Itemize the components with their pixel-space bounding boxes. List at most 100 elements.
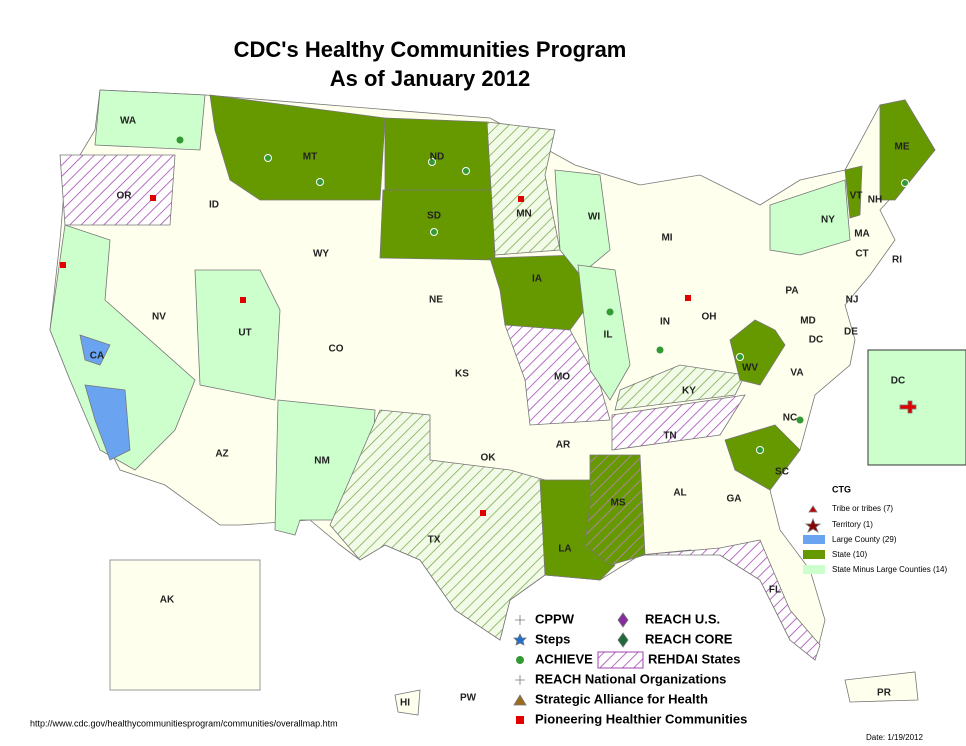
state-fl bbox=[639, 539, 821, 661]
ctg-item: State Minus Large Counties (14) bbox=[832, 565, 948, 574]
marker bbox=[656, 346, 664, 354]
state-label: WY bbox=[313, 249, 329, 260]
state-labels: WA OR CA NV ID MT WY UT AZ CO NM ND SD N… bbox=[90, 116, 910, 709]
state-label: VT bbox=[850, 191, 863, 202]
state-label: MO bbox=[554, 372, 570, 383]
marker bbox=[736, 353, 744, 361]
state-label: MS bbox=[611, 498, 626, 509]
legend-item: Steps bbox=[535, 631, 570, 646]
state-label: RI bbox=[892, 255, 902, 266]
state-me bbox=[879, 99, 936, 201]
state-label: ME bbox=[895, 142, 910, 153]
legend-item: REHDAI States bbox=[648, 651, 740, 666]
marker bbox=[606, 308, 614, 316]
marker bbox=[430, 228, 438, 236]
state-label: GA bbox=[727, 494, 742, 505]
legend-item: CPPW bbox=[535, 611, 575, 626]
state-label: AL bbox=[673, 488, 686, 499]
marker bbox=[756, 446, 764, 454]
state-label: SC bbox=[775, 467, 789, 478]
state-tn bbox=[611, 394, 746, 451]
marker bbox=[462, 167, 470, 175]
state-label: LA bbox=[558, 544, 571, 555]
state-label: NE bbox=[429, 295, 443, 306]
state-label: WI bbox=[588, 212, 600, 223]
state-wv bbox=[729, 319, 786, 386]
state-label: DE bbox=[844, 327, 858, 338]
state-label: IN bbox=[660, 317, 670, 328]
marker bbox=[60, 262, 66, 268]
state-label: UT bbox=[238, 328, 251, 339]
state-or bbox=[59, 154, 176, 226]
state-label: KS bbox=[455, 369, 469, 380]
state-label: OR bbox=[117, 191, 133, 202]
state-label: SD bbox=[427, 211, 441, 222]
date: Date: 1/19/2012 bbox=[866, 733, 923, 742]
marker bbox=[480, 510, 486, 516]
hi-shape bbox=[394, 689, 421, 716]
state-label: ID bbox=[209, 200, 219, 211]
state-label: TX bbox=[428, 535, 441, 546]
state-mn bbox=[486, 121, 561, 256]
ctg-item: State (10) bbox=[832, 550, 867, 559]
state-label: CA bbox=[90, 351, 104, 362]
markers bbox=[60, 136, 917, 516]
marker bbox=[240, 297, 246, 303]
state-label: MD bbox=[800, 316, 816, 327]
state-label: PA bbox=[785, 286, 798, 297]
state-label: AZ bbox=[215, 449, 228, 460]
program-legend: CPPW Steps ACHIEVE REACH National Organi… bbox=[513, 611, 747, 726]
state-ky bbox=[614, 364, 746, 411]
state-label: NV bbox=[152, 312, 166, 323]
source-url: http://www.cdc.gov/healthycommunitiespro… bbox=[30, 718, 338, 728]
inset-label: PW bbox=[460, 693, 477, 704]
marker bbox=[803, 565, 825, 574]
state-sc bbox=[724, 424, 801, 491]
state-wa bbox=[94, 89, 206, 151]
inset-label: DC bbox=[891, 376, 905, 387]
state-vt bbox=[844, 165, 863, 219]
state-label: NH bbox=[868, 195, 882, 206]
state-label: WA bbox=[120, 116, 136, 127]
state-sd bbox=[379, 189, 496, 261]
marker bbox=[516, 716, 524, 724]
inset-label: AK bbox=[160, 595, 175, 606]
inset-label: HI bbox=[400, 698, 410, 709]
pr-shape bbox=[844, 671, 919, 703]
state-label: MI bbox=[661, 233, 672, 244]
state-label: NJ bbox=[846, 295, 859, 306]
legend-item: REACH U.S. bbox=[645, 611, 720, 626]
state-tx bbox=[329, 409, 546, 641]
state-wi bbox=[554, 169, 611, 276]
marker bbox=[803, 535, 825, 544]
ctg-title: CTG bbox=[832, 484, 851, 494]
marker bbox=[796, 416, 804, 424]
marker bbox=[516, 656, 524, 664]
state-ms bbox=[584, 454, 646, 566]
legend-item: REACH CORE bbox=[645, 631, 733, 646]
ak-inset bbox=[109, 559, 261, 691]
state-label: MA bbox=[854, 229, 870, 240]
marker bbox=[316, 178, 324, 186]
state-ny bbox=[769, 179, 851, 256]
marker bbox=[803, 550, 825, 559]
state-label: FL bbox=[769, 585, 781, 596]
state-label: TN bbox=[663, 431, 676, 442]
marker bbox=[176, 136, 184, 144]
legend-item: REACH National Organizations bbox=[535, 671, 726, 686]
legend-item: Pioneering Healthier Communities bbox=[535, 711, 747, 726]
marker bbox=[264, 154, 272, 162]
ctg-item: Tribe or tribes (7) bbox=[832, 504, 893, 513]
state-label: NY bbox=[821, 215, 835, 226]
marker bbox=[518, 196, 524, 202]
marker bbox=[808, 505, 818, 513]
dc-inset bbox=[867, 349, 966, 466]
state-label: IL bbox=[604, 330, 613, 341]
state-mo bbox=[504, 324, 611, 426]
state-label: AR bbox=[556, 440, 571, 451]
marker bbox=[597, 651, 644, 669]
state-il bbox=[577, 264, 631, 401]
marker bbox=[617, 632, 629, 648]
marker bbox=[899, 400, 917, 414]
